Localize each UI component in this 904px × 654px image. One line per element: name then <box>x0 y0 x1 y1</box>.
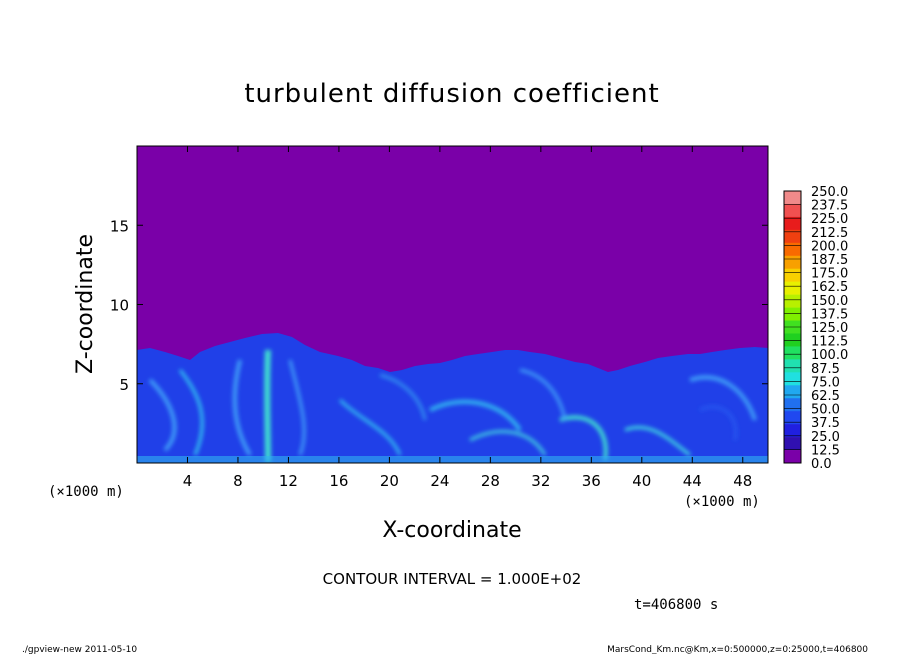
footer-left: ./gpview-new 2011-05-10 <box>22 645 137 654</box>
x-tick-label: 32 <box>531 472 550 490</box>
colorbar-swatch <box>784 424 801 438</box>
x-tick-label: 4 <box>183 472 193 490</box>
time-label: t=406800 s <box>634 597 718 613</box>
turbulent-eddies <box>148 349 757 463</box>
y-axis-ticks: 5 10 15 <box>110 217 768 394</box>
turbulent-layer-fill <box>137 333 768 463</box>
y-axis-unit: (×1000 m) <box>684 494 760 510</box>
colorbar-label: 137.5 <box>811 307 848 322</box>
colorbar-swatch <box>784 255 801 270</box>
colorbar-label: 200.0 <box>811 239 848 254</box>
x-tick-label: 20 <box>380 472 399 490</box>
colorbar-label: 37.5 <box>811 416 840 431</box>
x-tick-label: 40 <box>632 472 651 490</box>
colorbar-swatch <box>784 346 801 360</box>
colorbar-label: 112.5 <box>811 335 848 350</box>
colorbar-swatch <box>784 450 801 464</box>
colorbar-label: 100.0 <box>811 348 848 363</box>
colorbar-label: 225.0 <box>811 212 848 227</box>
colorbar-label: 175.0 <box>811 267 848 282</box>
colorbar-swatch <box>784 333 801 347</box>
colorbar-label: 162.5 <box>811 280 848 295</box>
colorbar-label: 25.0 <box>811 430 840 445</box>
colorbar-label: 50.0 <box>811 403 840 418</box>
colorbar-swatch <box>784 268 801 282</box>
chart-title: turbulent diffusion coefficient <box>244 79 659 109</box>
colorbar-label: 0.0 <box>811 457 832 472</box>
colorbar-label: 237.5 <box>811 199 848 214</box>
colorbar-swatch <box>784 191 801 205</box>
contour-interval: CONTOUR INTERVAL = 1.000E+02 <box>323 570 582 588</box>
colorbar-swatch <box>784 398 801 412</box>
y-tick-label: 10 <box>110 297 129 315</box>
x-tick-label: 28 <box>481 472 500 490</box>
colorbar-label: 125.0 <box>811 321 848 336</box>
y-tick-label: 15 <box>110 217 129 235</box>
colorbar-swatch <box>784 437 801 451</box>
colorbar-label: 87.5 <box>811 362 840 377</box>
colorbar-label: 212.5 <box>811 226 848 241</box>
colorbar-label: 62.5 <box>811 389 840 404</box>
x-tick-label: 8 <box>233 472 243 490</box>
x-tick-label: 24 <box>430 472 449 490</box>
colorbar-swatch <box>784 242 801 257</box>
y-tick-label: 5 <box>119 376 129 394</box>
colorbar-swatch <box>784 203 801 218</box>
colorbar-swatch <box>784 216 801 231</box>
y-axis-label: Z-coordinate <box>73 234 98 374</box>
colorbar-swatch <box>784 281 801 295</box>
x-axis-label: X-coordinate <box>382 518 521 543</box>
colorbar-label: 187.5 <box>811 253 848 268</box>
x-axis-unit: (×1000 m) <box>48 484 124 500</box>
turbulent-layer <box>137 333 768 463</box>
footer-right: MarsCond_Km.nc@Km,x=0:500000,z=0:25000,t… <box>607 645 868 654</box>
colorbar-swatch <box>784 307 801 321</box>
colorbar-swatch <box>784 359 801 373</box>
colorbar-swatch <box>784 411 801 425</box>
colorbar-swatch <box>784 385 801 399</box>
colorbar: 250.0237.5225.0212.5200.0187.5175.0162.5… <box>783 185 848 472</box>
colorbar-swatch <box>784 229 801 244</box>
x-tick-label: 16 <box>329 472 348 490</box>
colorbar-swatch <box>784 294 801 308</box>
x-tick-label: 44 <box>683 472 702 490</box>
colorbar-swatch <box>784 372 801 386</box>
colorbar-label: 250.0 <box>811 185 848 200</box>
x-tick-label: 36 <box>582 472 601 490</box>
x-tick-label: 48 <box>733 472 752 490</box>
colorbar-label: 150.0 <box>811 294 848 309</box>
plot-area <box>136 145 769 464</box>
colorbar-label: 12.5 <box>811 443 840 458</box>
colorbar-label: 75.0 <box>811 375 840 390</box>
x-axis-ticks: 4 8 12 16 20 24 28 32 36 40 44 48 <box>183 146 752 490</box>
x-tick-label: 12 <box>279 472 298 490</box>
